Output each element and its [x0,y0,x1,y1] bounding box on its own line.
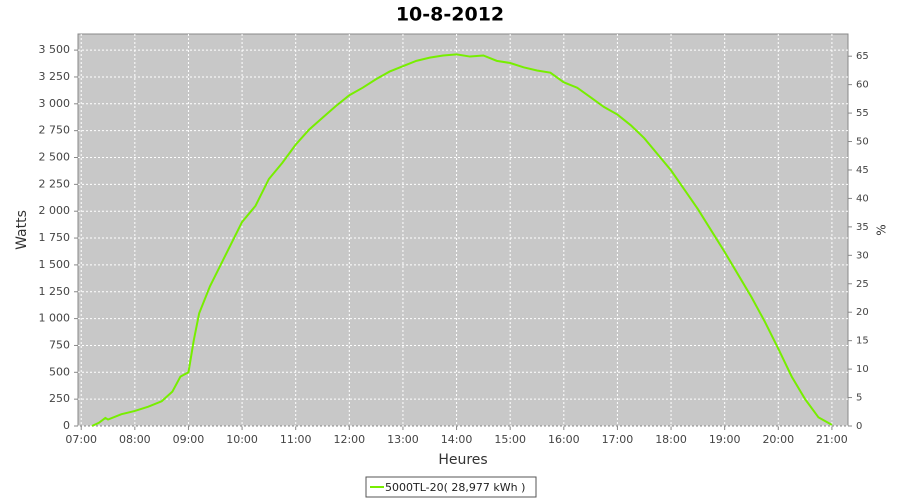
y2-tick-label: 50 [856,137,869,148]
y2-tick-label: 5 [856,393,862,404]
y-tick-label: 2 250 [39,177,71,190]
y-tick-label: 1 000 [39,312,71,325]
y-tick-label: 3 000 [39,97,71,110]
y2-tick-label: 45 [856,165,869,176]
x-tick-label: 15:00 [494,433,526,446]
x-axis-label: Heures [438,452,487,468]
x-tick-label: 17:00 [602,433,634,446]
x-tick-label: 19:00 [709,433,741,446]
y-tick-label: 0 [63,419,70,432]
x-tick-label: 10:00 [226,433,258,446]
y2-tick-label: 10 [856,364,869,375]
y2-tick-label: 35 [856,222,869,233]
data-line [91,53,833,427]
x-tick-label: 07:00 [65,433,97,446]
y2-tick-label: 30 [856,250,869,261]
y-tick-label: 2 000 [39,204,71,217]
x-tick-label: 20:00 [762,433,794,446]
y2-tick-label: 55 [856,108,869,119]
y2-tick-label: 25 [856,279,869,290]
x-tick-label: 12:00 [333,433,365,446]
x-tick-label: 08:00 [119,433,151,446]
x-tick-label: 11:00 [280,433,312,446]
legend [365,476,537,498]
x-tick-label: 16:00 [548,433,580,446]
x-tick-label: 14:00 [441,433,473,446]
y-tick-label: 3 250 [39,70,71,83]
y-tick-label: 3 500 [39,43,71,56]
y2-tick-label: 15 [856,336,869,347]
y2-tick-label: 20 [856,307,869,318]
x-tick-label: 13:00 [387,433,419,446]
x-tick-label: 21:00 [816,433,848,446]
y2-tick-label: 65 [856,51,869,62]
chart-title: 10-8-2012 [396,4,504,26]
y2-tick-label: 0 [856,421,862,432]
y-tick-label: 2 500 [39,151,71,164]
y-tick-label: 750 [49,338,70,351]
y-tick-label: 250 [49,392,70,405]
x-tick-label: 18:00 [655,433,687,446]
plot-area [77,33,849,427]
y-tick-label: 2 750 [39,124,71,137]
y-tick-label: 500 [49,365,70,378]
y-axis-label: Watts [14,210,30,250]
y-tick-label: 1 500 [39,258,71,271]
y-tick-label: 1 750 [39,231,71,244]
legend-label: 5000TL-20( 28,977 kWh ) [385,481,525,494]
y2-tick-label: 40 [856,193,869,204]
y-tick-label: 1 250 [39,285,71,298]
y2-axis-label: % [875,224,889,235]
x-tick-label: 09:00 [173,433,205,446]
y2-tick-label: 60 [856,80,869,91]
